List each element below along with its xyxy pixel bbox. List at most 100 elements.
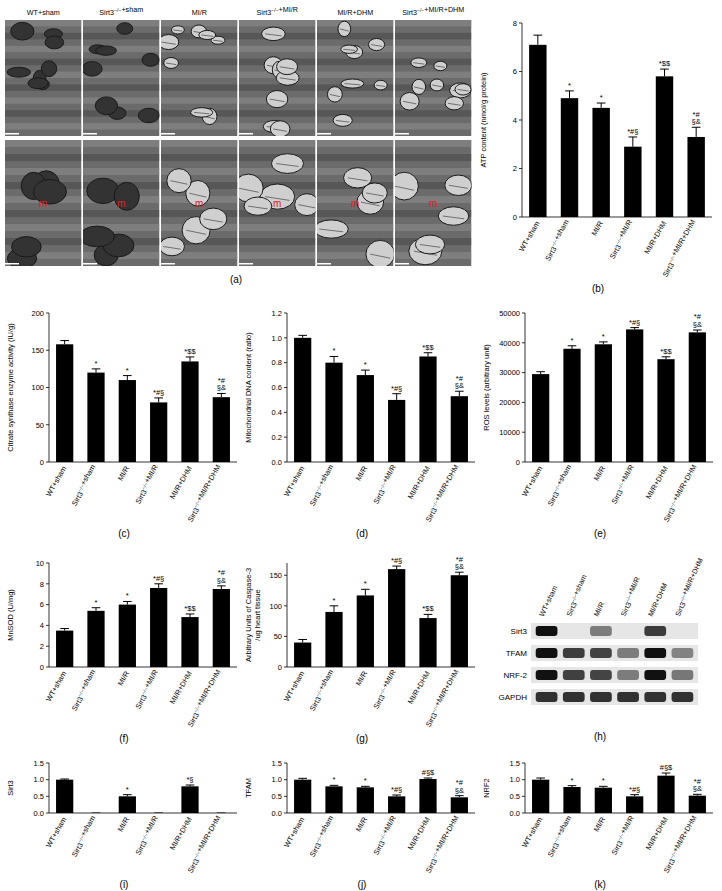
- significance-line: *#§: [629, 785, 640, 794]
- text-part: Sirt3: [186, 857, 201, 875]
- category-label: Sirt3−/−+MI/R: [607, 463, 638, 505]
- tick-label: 0.6: [272, 383, 282, 392]
- marks: [529, 35, 705, 217]
- significance-line: §&: [217, 383, 226, 392]
- striation: [317, 154, 394, 161]
- text-part: +sham: [554, 814, 573, 838]
- band: [536, 626, 558, 636]
- mitochondrion: [438, 207, 468, 226]
- category-label: Sirt3−/−+MI/R: [607, 814, 638, 856]
- text-part: Sirt3: [610, 488, 625, 506]
- category-label: Sirt3−/−+MI/R+DHM: [658, 218, 700, 278]
- x-axis: [522, 217, 712, 218]
- text-part: +MI/R+DHM: [424, 5, 464, 14]
- marks: [294, 778, 468, 813]
- tick-mark: [284, 313, 287, 314]
- axis-label: ROS levels (arbitrary unit): [482, 344, 491, 431]
- bar: [419, 618, 436, 667]
- text-part: Sirt3: [308, 490, 323, 508]
- striation: [317, 110, 394, 116]
- column-label: MI/R+DHM: [337, 8, 373, 17]
- bar: [119, 796, 136, 813]
- text-part: +MI/R+DHM: [670, 814, 698, 854]
- bar: [357, 595, 374, 667]
- category-label: MI/R: [116, 816, 131, 834]
- text-part: Sirt3: [134, 839, 149, 857]
- category-label: MI/R: [354, 816, 369, 834]
- tick-mark: [284, 763, 287, 764]
- mitochondrion: [450, 83, 471, 98]
- crista: [340, 29, 349, 31]
- bar: [419, 779, 436, 813]
- mitochondrion: [114, 182, 139, 210]
- error-bar: [568, 786, 577, 787]
- crista: [265, 34, 282, 36]
- tick-mark: [522, 313, 525, 314]
- crista: [448, 103, 461, 105]
- lane-label: Sirt3−/−+MI/R: [616, 575, 644, 618]
- band: [644, 626, 666, 636]
- bar: [563, 349, 580, 462]
- scale-bar: [161, 263, 175, 265]
- significance-line: *§: [186, 775, 193, 784]
- bar: [563, 787, 580, 813]
- category-label: MI/R+DHM: [168, 816, 194, 852]
- crista: [436, 66, 445, 67]
- tick-label: 0.4: [272, 408, 282, 417]
- blot-strip: [531, 623, 698, 639]
- significance: *#§: [391, 556, 402, 565]
- text-part: Sirt3: [134, 693, 149, 711]
- mitochondrion: [45, 36, 64, 49]
- significance-line: *: [126, 785, 129, 794]
- axis-label: MnSOD (U/mg): [6, 589, 15, 641]
- mitochondrion: [415, 235, 444, 254]
- mitochondrion: [200, 208, 227, 230]
- mitochondrion: [167, 169, 191, 193]
- category-label: Sirt3−/−+MI/R: [369, 814, 400, 856]
- error-bar: [630, 795, 639, 797]
- crista: [204, 219, 223, 222]
- blot-strip: [531, 645, 698, 661]
- error-bar: [392, 566, 401, 569]
- tick-label: 0: [40, 663, 44, 672]
- significance-line: *#§: [629, 318, 640, 327]
- panel-label: (d): [356, 528, 368, 539]
- category-label: Sirt3−/−+MI/R+DHM: [183, 668, 225, 728]
- band: [617, 648, 639, 658]
- x-axis: [49, 667, 237, 668]
- category-label: Sirt3−/−+MI/R: [131, 814, 162, 856]
- category-label: Sirt3−/−+MI/R+DHM: [659, 463, 701, 523]
- tick-mark: [46, 350, 49, 351]
- bar: [325, 363, 342, 462]
- bar: [119, 605, 136, 667]
- striation: [317, 210, 394, 217]
- axis-label-line: NRF2: [482, 778, 491, 798]
- text-part: Sirt3: [662, 857, 677, 875]
- mitochondria-mark: m: [195, 198, 203, 209]
- mitochondrion: [11, 22, 34, 40]
- scale-bar: [5, 133, 19, 135]
- tick-label: 1.5: [272, 759, 282, 768]
- marks: [294, 335, 468, 462]
- mitochondrion: [430, 79, 443, 91]
- category-label: Sirt3−/−+sham: [543, 463, 576, 508]
- tick-mark: [284, 462, 287, 463]
- band: [644, 692, 666, 702]
- striation: [161, 123, 238, 129]
- bar: [532, 374, 549, 462]
- panel-label: (a): [230, 274, 242, 285]
- mitochondrion: [411, 58, 427, 68]
- text-part: Sirt3: [661, 261, 676, 279]
- tick-label: 100: [269, 602, 282, 611]
- mitochondrion: [400, 92, 419, 110]
- tick-label: 30000: [499, 368, 520, 377]
- category-label: MI/R+DHM: [168, 465, 194, 501]
- bar: [87, 611, 104, 667]
- row-label: GAPDH: [499, 693, 528, 702]
- band: [536, 670, 558, 680]
- bar: [181, 361, 198, 462]
- error-bar: [60, 341, 69, 345]
- tick-mark: [46, 779, 49, 780]
- significance-line: *$$: [422, 604, 434, 613]
- tick-label: 0.5: [34, 792, 44, 801]
